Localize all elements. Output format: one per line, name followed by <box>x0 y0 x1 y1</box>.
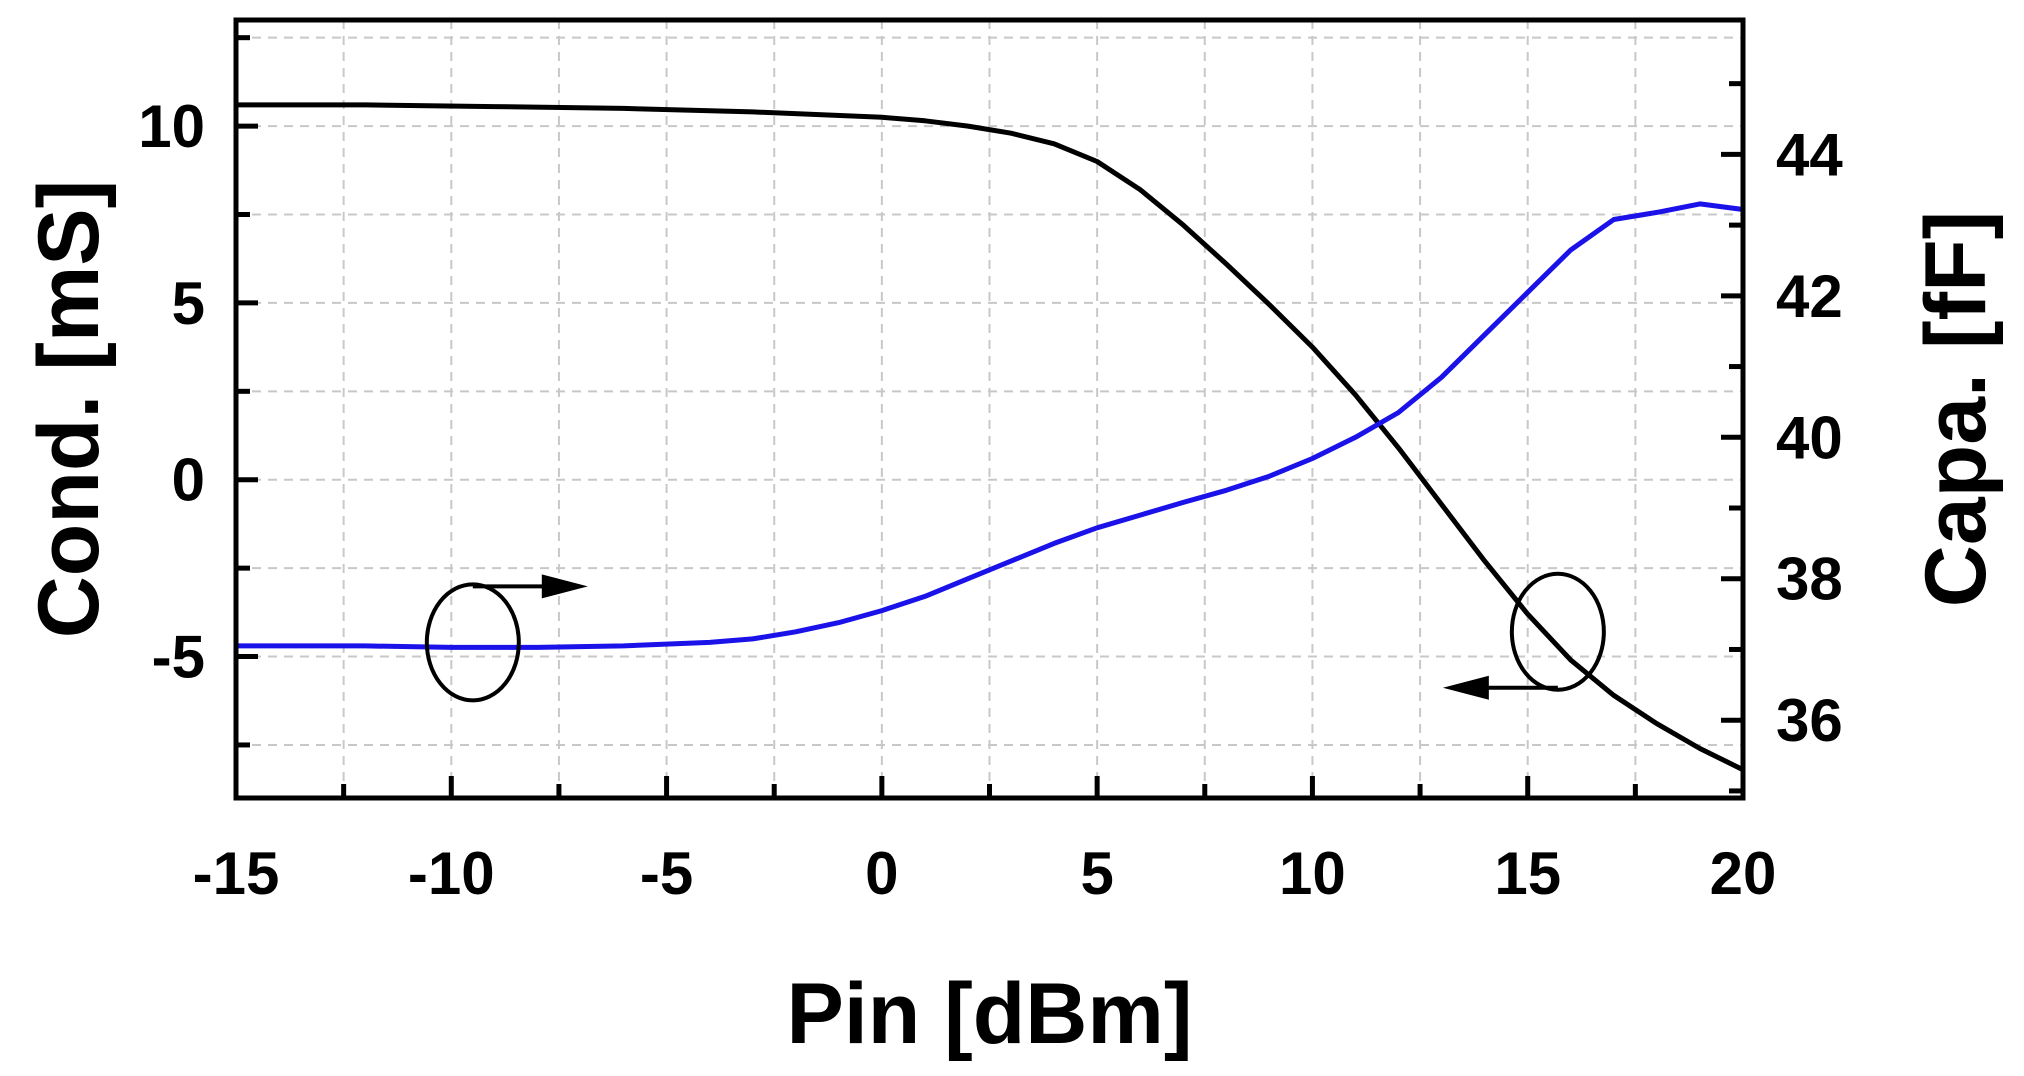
x-tick-label: -10 <box>408 840 495 907</box>
series-layer <box>236 102 1745 772</box>
x-tick-label: 15 <box>1494 840 1561 907</box>
x-tick-label: 10 <box>1279 840 1346 907</box>
axis-marker-ellipse <box>424 582 521 703</box>
conductance-line <box>236 102 1745 772</box>
y-right-tick-label: 44 <box>1776 121 1843 188</box>
y-left-tick-label: 10 <box>138 93 205 160</box>
arrow-right-icon <box>541 574 588 599</box>
y-axis-right-title: Capa. [fF] <box>1908 211 2004 608</box>
y-left-tick-label: -5 <box>152 624 205 691</box>
y-axis-left-title: Cond. [mS] <box>21 180 117 639</box>
annotations <box>424 571 1606 703</box>
x-axis-title: Pin [dBm] <box>786 966 1192 1062</box>
y-left-tick-label: 5 <box>172 270 205 337</box>
x-tick-label: -15 <box>193 840 280 907</box>
x-tick-label: -5 <box>640 840 693 907</box>
y-right-tick-label: 36 <box>1776 687 1843 754</box>
x-tick-label: 20 <box>1710 840 1777 907</box>
x-tick-label: 0 <box>865 840 898 907</box>
axis-marker-ellipse <box>1509 571 1606 692</box>
x-tick-label: 5 <box>1080 840 1113 907</box>
y-right-tick-label: 42 <box>1776 263 1843 330</box>
ticks: -15 -10 -5 0 5 10 15 20 -5 0 5 10 36 38 40 42 44 <box>138 35 1843 907</box>
y-right-tick-label: 40 <box>1776 404 1843 471</box>
y-left-tick-label: 0 <box>172 447 205 514</box>
arrow-left-icon <box>1442 675 1489 700</box>
capacitance-line <box>236 201 1744 650</box>
grid <box>236 20 1743 798</box>
y-right-tick-label: 38 <box>1776 546 1843 613</box>
